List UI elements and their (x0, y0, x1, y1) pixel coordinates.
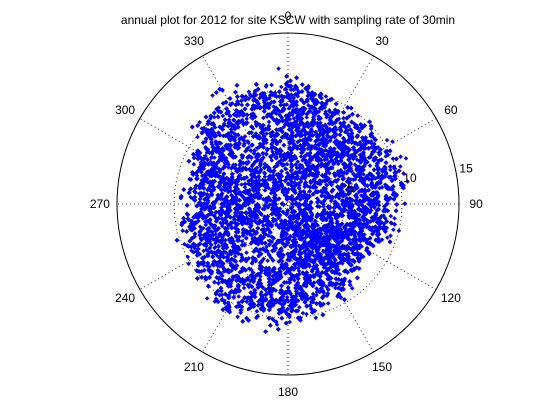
data-point (252, 218, 258, 224)
data-point (224, 106, 229, 111)
data-point (195, 134, 200, 140)
data-point (368, 126, 374, 132)
data-point (392, 216, 397, 221)
data-point (288, 104, 293, 109)
data-point (349, 286, 355, 291)
angular-grid-line (139, 118, 437, 290)
data-point (295, 159, 301, 165)
data-point (220, 113, 226, 119)
data-point (276, 66, 281, 71)
data-point (186, 261, 191, 267)
data-point (283, 86, 289, 92)
data-point (241, 285, 247, 291)
data-point (325, 301, 331, 306)
data-point (244, 250, 249, 255)
data-point (398, 154, 403, 159)
data-point (213, 296, 219, 302)
data-point (204, 296, 210, 301)
data-point (403, 156, 409, 161)
data-point (309, 299, 314, 305)
data-point (336, 285, 341, 291)
data-point (384, 137, 390, 143)
data-point (398, 164, 403, 169)
data-point (254, 308, 260, 314)
data-point (239, 182, 244, 187)
data-point (239, 102, 245, 108)
data-point (388, 213, 394, 219)
data-point (390, 156, 396, 161)
data-point (379, 184, 385, 190)
data-point (391, 227, 396, 232)
data-point (388, 233, 393, 238)
angular-grid-line (139, 118, 437, 290)
data-point (355, 113, 360, 118)
angular-grid-line (202, 55, 374, 353)
data-point (262, 174, 268, 179)
data-points (174, 66, 410, 334)
data-point (235, 314, 240, 320)
data-point (297, 305, 302, 310)
data-point (367, 163, 373, 168)
data-point (224, 258, 230, 264)
chart-title: annual plot for 2012 for site KSCW with … (121, 13, 455, 27)
data-point (323, 94, 329, 99)
data-point (287, 319, 292, 325)
data-point (396, 228, 402, 233)
data-point (238, 258, 244, 264)
data-point (361, 172, 366, 177)
data-point (284, 280, 289, 285)
data-point (266, 119, 272, 125)
data-point (187, 190, 192, 196)
data-point (284, 161, 290, 167)
data-point (269, 82, 274, 88)
data-point (265, 258, 270, 263)
data-point (279, 84, 284, 90)
data-point (249, 267, 254, 272)
data-point (236, 294, 241, 299)
data-point (304, 311, 309, 317)
data-point (244, 116, 249, 122)
data-point (333, 285, 338, 291)
data-point (180, 228, 185, 233)
data-point (232, 253, 238, 259)
data-point (300, 310, 306, 316)
data-point (269, 158, 275, 163)
data-point (313, 315, 319, 321)
data-point (191, 162, 197, 167)
data-point (212, 114, 217, 120)
data-point (388, 167, 393, 173)
data-point (210, 93, 215, 98)
